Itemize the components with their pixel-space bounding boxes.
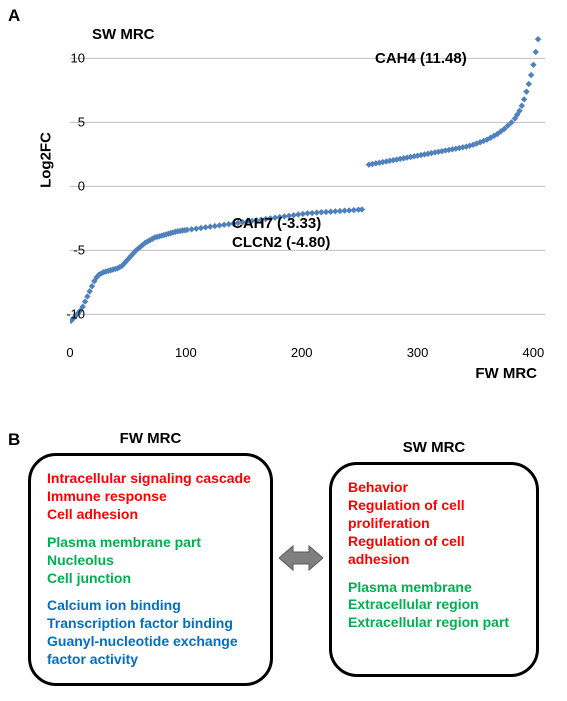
go-term: Behavior (348, 479, 520, 497)
go-term: Plasma membrane part (47, 534, 254, 552)
go-term: Immune response (47, 488, 254, 506)
ytick-label: 5 (45, 115, 85, 130)
go-term: Extracellular region (348, 596, 520, 614)
go-term: Nucleolus (47, 552, 254, 570)
ytick-label: 10 (45, 51, 85, 66)
go-term: Regulation of cell proliferation (348, 497, 520, 533)
panel-a-label: A (8, 6, 20, 26)
xtick-label: 400 (523, 345, 545, 360)
double-arrow-icon (279, 540, 323, 576)
go-term: Plasma membrane (348, 579, 520, 597)
right-box-title: SW MRC (403, 439, 466, 456)
xtick-label: 300 (407, 345, 429, 360)
left-box: Intracellular signaling cascadeImmune re… (28, 453, 273, 686)
annotation-cah7: CAH7 (-3.33) (232, 215, 321, 232)
go-term: Calcium ion binding (47, 597, 254, 615)
annotation-clcn2: CLCN2 (-4.80) (232, 234, 330, 251)
go-term: Cell junction (47, 570, 254, 588)
ytick-label: -10 (45, 307, 85, 322)
go-term: Extracellular region part (348, 614, 520, 632)
left-box-title: FW MRC (120, 430, 182, 447)
scatter-chart (70, 20, 545, 340)
go-term: Regulation of cell adhesion (348, 533, 520, 569)
ytick-label: -5 (45, 243, 85, 258)
annotation-cah4: CAH4 (11.48) (375, 50, 467, 67)
ytick-label: 0 (45, 179, 85, 194)
xtick-label: 200 (291, 345, 313, 360)
go-term: Transcription factor binding (47, 615, 254, 633)
xtick-label: 100 (175, 345, 197, 360)
go-term: Intracellular signaling cascade (47, 470, 254, 488)
xtick-label: 0 (66, 345, 73, 360)
corner-top-left: SW MRC (92, 26, 155, 43)
corner-bottom-right: FW MRC (475, 365, 537, 382)
right-box: BehaviorRegulation of cell proliferation… (329, 462, 539, 677)
go-term: Cell adhesion (47, 506, 254, 524)
chart-svg (70, 20, 545, 340)
panel-b-container: FW MRC Intracellular signaling cascadeIm… (0, 430, 567, 686)
go-term: Guanyl-nucleotide exchange factor activi… (47, 633, 254, 669)
